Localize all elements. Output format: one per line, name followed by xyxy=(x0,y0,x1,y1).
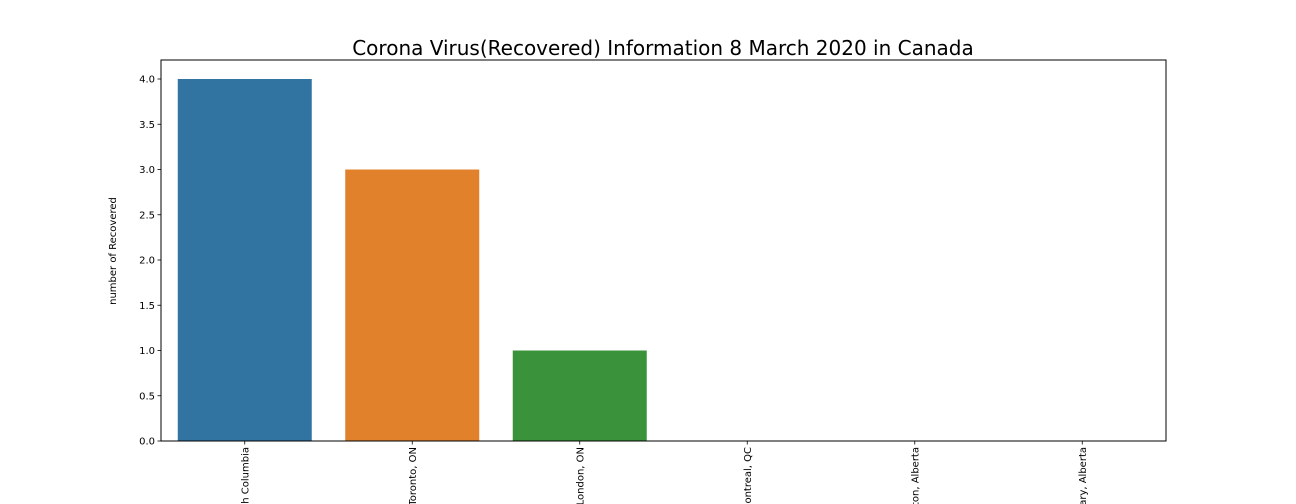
x-tick-label-1: Toronto, ON xyxy=(408,447,419,504)
axes-frame xyxy=(160,59,1167,442)
x-tick-label-3: Montreal, QC xyxy=(743,447,754,504)
chart-title: Corona Virus(Recovered) Information 8 Ma… xyxy=(352,36,974,60)
y-tick-label-1: 0.5 xyxy=(139,391,155,402)
plot-area: 0.0 0.5 1.0 1.5 2.0 2.5 3.0 3.5 4.0 British Colu… xyxy=(139,59,1167,504)
x-tick-label-2: London, ON xyxy=(575,447,586,504)
y-tick-label-7: 3.5 xyxy=(139,120,155,131)
bar-0 xyxy=(177,79,312,441)
x-tick-label-5: Calgary, Alberta xyxy=(1078,447,1089,504)
bar-2 xyxy=(512,350,647,441)
y-tick-label-4: 2.0 xyxy=(139,256,155,267)
bar-1 xyxy=(345,169,480,441)
y-axis-label: number of Recovered xyxy=(108,197,119,305)
y-tick-label-5: 2.5 xyxy=(139,210,155,221)
y-axis: 0.0 0.5 1.0 1.5 2.0 2.5 3.0 3.5 4.0 xyxy=(139,75,161,448)
y-tick-label-6: 3.0 xyxy=(139,165,155,176)
y-tick-label-8: 4.0 xyxy=(139,75,155,86)
bars-layer xyxy=(177,79,647,441)
x-tick-label-4: Edmonton, Alberta xyxy=(910,447,921,504)
y-tick-label-3: 1.5 xyxy=(139,301,155,312)
y-tick-label-0: 0.0 xyxy=(139,437,155,448)
x-tick-label-0: British Columbia xyxy=(240,447,251,504)
x-axis: British Columbia Toronto, ON London, ON Mon… xyxy=(240,441,1089,504)
y-tick-label-2: 1.0 xyxy=(139,346,155,357)
